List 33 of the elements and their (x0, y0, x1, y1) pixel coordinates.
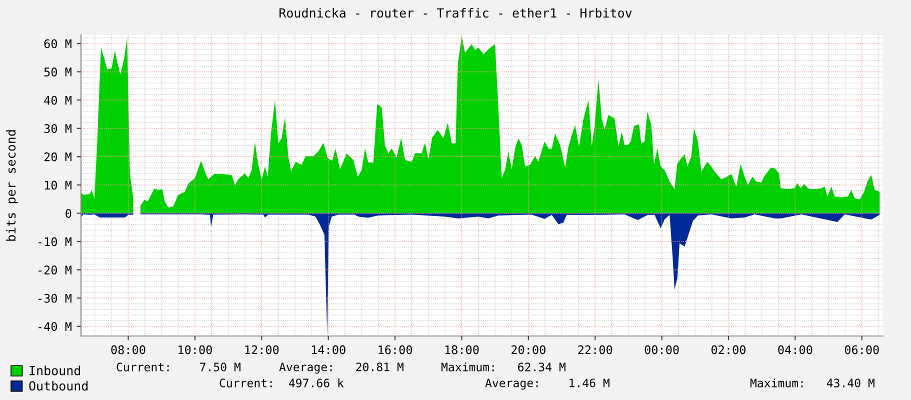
y-tick-label: 0 (66, 208, 72, 218)
text: Maximum: 43.40 M (750, 378, 874, 388)
x-tick-label: 06:00 (844, 345, 879, 354)
chart-title: Roudnicka - router - Traffic - ether1 - Hrbitov (280, 8, 632, 18)
y-tick-label: -10 M (38, 237, 72, 246)
y-tick-label: 60 M (44, 39, 72, 48)
x-tick-label: 08:00 (111, 345, 146, 354)
x-tick-label: 02:00 (711, 345, 746, 354)
x-tick-label: 22:00 (578, 345, 612, 354)
x-tick-label: 04:00 (778, 345, 812, 354)
y-tick-label: 20 M (44, 152, 72, 162)
y-tick-label: -30 M (38, 294, 72, 303)
text: Current: 497.66 k (220, 378, 344, 388)
x-tick-label: 18:00 (445, 345, 479, 354)
y-tick-label: 10 M (44, 180, 72, 190)
y-tick-label: 50 M (44, 68, 72, 76)
y-tick-label: -20 M (38, 266, 72, 274)
x-tick-label: 12:00 (245, 345, 279, 354)
legend-label: Inbound (30, 366, 80, 376)
y-tick-label: -40 M (38, 322, 72, 332)
x-tick-label: 00:00 (644, 345, 679, 354)
text: Average: 1.46 M (485, 378, 610, 390)
text: Current: 7.50 M (116, 362, 240, 372)
x-tick-label: 16:00 (378, 345, 412, 354)
x-tick-label: 14:00 (312, 345, 346, 354)
y-tick-label: 30 M (44, 124, 72, 134)
text: Maximum: 62.34 M (441, 362, 566, 372)
y-tick-label: 40 M (44, 96, 72, 105)
text: Average: 20.81 M (279, 362, 404, 374)
x-tick-label: 20:00 (512, 345, 546, 354)
legend-label: Outbound (29, 380, 88, 391)
y-axis-title: bits per second (6, 130, 18, 241)
x-tick-label: 10:00 (178, 345, 212, 354)
